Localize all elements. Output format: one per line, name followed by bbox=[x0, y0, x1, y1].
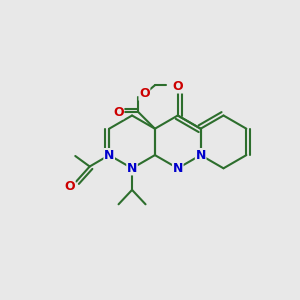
Text: N: N bbox=[104, 148, 114, 162]
Text: N: N bbox=[127, 162, 137, 175]
Text: N: N bbox=[172, 162, 183, 175]
Text: O: O bbox=[139, 87, 150, 100]
Text: N: N bbox=[195, 148, 206, 162]
Text: O: O bbox=[64, 180, 75, 194]
Text: O: O bbox=[172, 80, 183, 93]
Text: O: O bbox=[113, 106, 124, 119]
